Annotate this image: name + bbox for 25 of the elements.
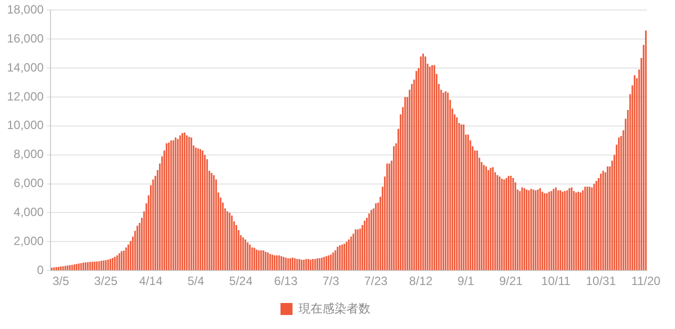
x-tick-label: 10/11: [541, 274, 571, 288]
y-tick-label: 10,000: [7, 118, 44, 132]
y-tick-label: 0: [37, 262, 44, 277]
legend-label: 現在感染者数: [298, 301, 370, 316]
x-tick-label: 8/12: [409, 274, 433, 288]
x-tick-label: 5/24: [229, 274, 253, 288]
x-tick-label: 9/21: [499, 274, 523, 288]
x-tick-label: 7/3: [322, 274, 340, 288]
x-tick-label: 4/14: [139, 274, 163, 288]
x-tick-label: 9/1: [458, 274, 475, 288]
y-tick-label: 16,000: [7, 31, 44, 46]
y-tick-label: 4,000: [14, 205, 44, 220]
y-tick-label: 12,000: [7, 89, 44, 104]
x-tick-label: 3/25: [94, 274, 118, 288]
x-tick-label: 5/4: [187, 274, 205, 288]
x-tick-label: 7/23: [364, 274, 388, 288]
y-tick-label: 18,000: [7, 2, 44, 17]
y-tick-label: 6,000: [14, 176, 44, 190]
y-tick-label: 14,000: [7, 60, 44, 74]
y-tick-label: 8,000: [14, 147, 44, 162]
y-tick-label: 2,000: [14, 234, 44, 248]
x-tick-label: 11/20: [631, 274, 661, 288]
x-tick-label: 10/31: [586, 274, 616, 288]
x-tick-label: 6/13: [274, 274, 298, 288]
x-tick-label: 3/5: [52, 274, 70, 288]
